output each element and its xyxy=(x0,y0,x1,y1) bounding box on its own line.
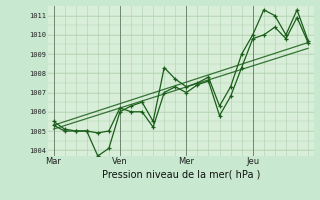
X-axis label: Pression niveau de la mer( hPa ): Pression niveau de la mer( hPa ) xyxy=(102,169,260,179)
